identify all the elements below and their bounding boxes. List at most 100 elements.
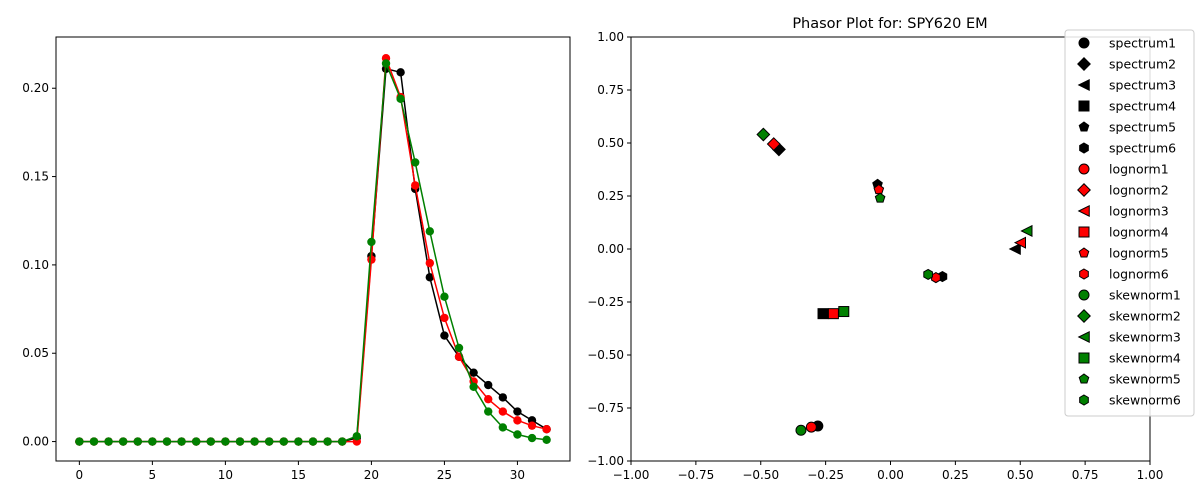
data-point: [542, 435, 551, 444]
phasor-point-lognorm4: [827, 308, 839, 320]
data-point: [484, 394, 493, 404]
phasor-plot-marks: [756, 127, 1033, 436]
data-point: [469, 368, 478, 377]
data-point: [498, 423, 508, 432]
1-y-tick-label: 0.25: [597, 189, 624, 203]
data-point: [235, 437, 245, 446]
legend-marker: [1078, 121, 1090, 132]
legend-marker: [1077, 57, 1091, 71]
1-y-tick-label: −0.75: [587, 401, 624, 415]
phasor-point-skewnorm4: [838, 306, 850, 318]
0-x-tick-label: 30: [510, 468, 525, 482]
data-point: [454, 343, 464, 353]
data-point: [440, 331, 449, 340]
data-point: [469, 382, 478, 391]
legend-label: spectrum2: [1109, 57, 1176, 72]
data-point: [279, 437, 288, 446]
phasor-point-spectrum4: [817, 308, 829, 320]
1-x-tick-label: −1.00: [613, 468, 650, 482]
legend-marker: [1077, 204, 1090, 218]
legend-label: lognorm3: [1109, 204, 1169, 219]
data-point: [411, 158, 420, 167]
data-point: [542, 425, 551, 434]
1-y-tick-label: 0.75: [597, 83, 624, 97]
legend-marker: [1077, 183, 1091, 197]
1-y-tick-label: 0.00: [597, 242, 624, 256]
1-y-tick-label: −0.25: [587, 295, 624, 309]
0-y-tick-label: 0.20: [22, 81, 49, 95]
legend-marker: [1079, 394, 1089, 406]
data-point: [513, 407, 522, 416]
1-x-tick-label: −0.50: [742, 468, 779, 482]
legend-marker: [1077, 309, 1091, 323]
data-point: [352, 432, 362, 441]
phasor-plot-title: Phasor Plot for: SPY620 EM: [792, 16, 987, 32]
legend-marker: [1078, 163, 1090, 175]
legend-label: spectrum3: [1109, 78, 1176, 93]
phasor-point-spectrum3: [1008, 242, 1021, 256]
data-point: [411, 181, 420, 190]
data-point: [425, 227, 435, 236]
legend-label: skewnorm4: [1109, 351, 1181, 366]
1-x-tick-label: −0.25: [807, 468, 844, 482]
legend-marker: [1078, 226, 1090, 238]
legend-label: skewnorm3: [1109, 330, 1181, 345]
data-point: [264, 437, 274, 446]
phasor-point-lognorm3: [1013, 236, 1026, 249]
1-x-tick-label: 0.75: [1072, 468, 1099, 482]
legend-label: lognorm4: [1109, 225, 1169, 240]
phasor-point-skewnorm3: [1020, 224, 1033, 238]
data-point: [513, 416, 522, 425]
data-point: [425, 273, 435, 282]
legend-label: spectrum4: [1109, 99, 1176, 114]
data-point: [338, 437, 347, 446]
phasor-plot-legend: spectrum1 spectrum2 spectrum3 spectrum4 spec…: [1064, 29, 1195, 417]
line-chart: 0 5 10 15 20 25 30 0.00 0.05 0.10 0.15 0.20: [22, 36, 571, 482]
0-y-tick-label: 0.00: [22, 435, 49, 449]
line-chart-axes-frame: [55, 36, 571, 462]
0-x-tick-label: 5: [149, 468, 157, 482]
data-point: [484, 407, 493, 416]
data-point: [484, 380, 493, 390]
data-point: [527, 433, 537, 443]
data-point: [396, 94, 405, 104]
data-point: [381, 59, 391, 68]
phasor-point-lognorm2: [766, 137, 781, 152]
data-point: [513, 430, 522, 439]
1-x-tick-label: 0.25: [942, 468, 969, 482]
data-point: [148, 437, 157, 446]
legend-marker: [1078, 247, 1090, 258]
1-y-tick-label: 1.00: [597, 30, 624, 44]
legend-label: skewnorm6: [1109, 393, 1181, 408]
data-point: [133, 437, 142, 446]
0-y-tick-label: 0.05: [22, 346, 49, 360]
legend-marker: [1079, 142, 1089, 154]
data-point: [498, 407, 508, 416]
0-x-tick-label: 0: [76, 468, 84, 482]
legend-marker: [1077, 78, 1090, 92]
data-point: [191, 437, 201, 446]
data-point: [206, 437, 215, 446]
0-x-tick-label: 25: [437, 468, 452, 482]
1-y-tick-label: −1.00: [587, 454, 624, 468]
data-point: [89, 437, 99, 446]
legend-label: skewnorm5: [1109, 372, 1181, 387]
data-point: [323, 437, 332, 446]
data-point: [396, 68, 405, 77]
data-point: [308, 437, 318, 446]
1-x-tick-label: −0.75: [677, 468, 714, 482]
data-point: [527, 421, 537, 430]
legend-label: spectrum5: [1109, 120, 1176, 135]
data-point: [250, 437, 259, 446]
data-point: [162, 437, 172, 446]
1-y-tick-label: 0.50: [597, 136, 624, 150]
0-y-tick-label: 0.15: [22, 170, 49, 184]
legend-label: skewnorm2: [1109, 309, 1181, 324]
legend-marker: [1078, 289, 1090, 301]
line-chart-ticks: 0 5 10 15 20 25 30 0.00 0.05 0.10 0.15 0.20: [22, 81, 525, 482]
legend-label: skewnorm1: [1109, 288, 1181, 303]
data-point: [425, 258, 435, 268]
1-x-tick-label: 0.50: [1007, 468, 1034, 482]
